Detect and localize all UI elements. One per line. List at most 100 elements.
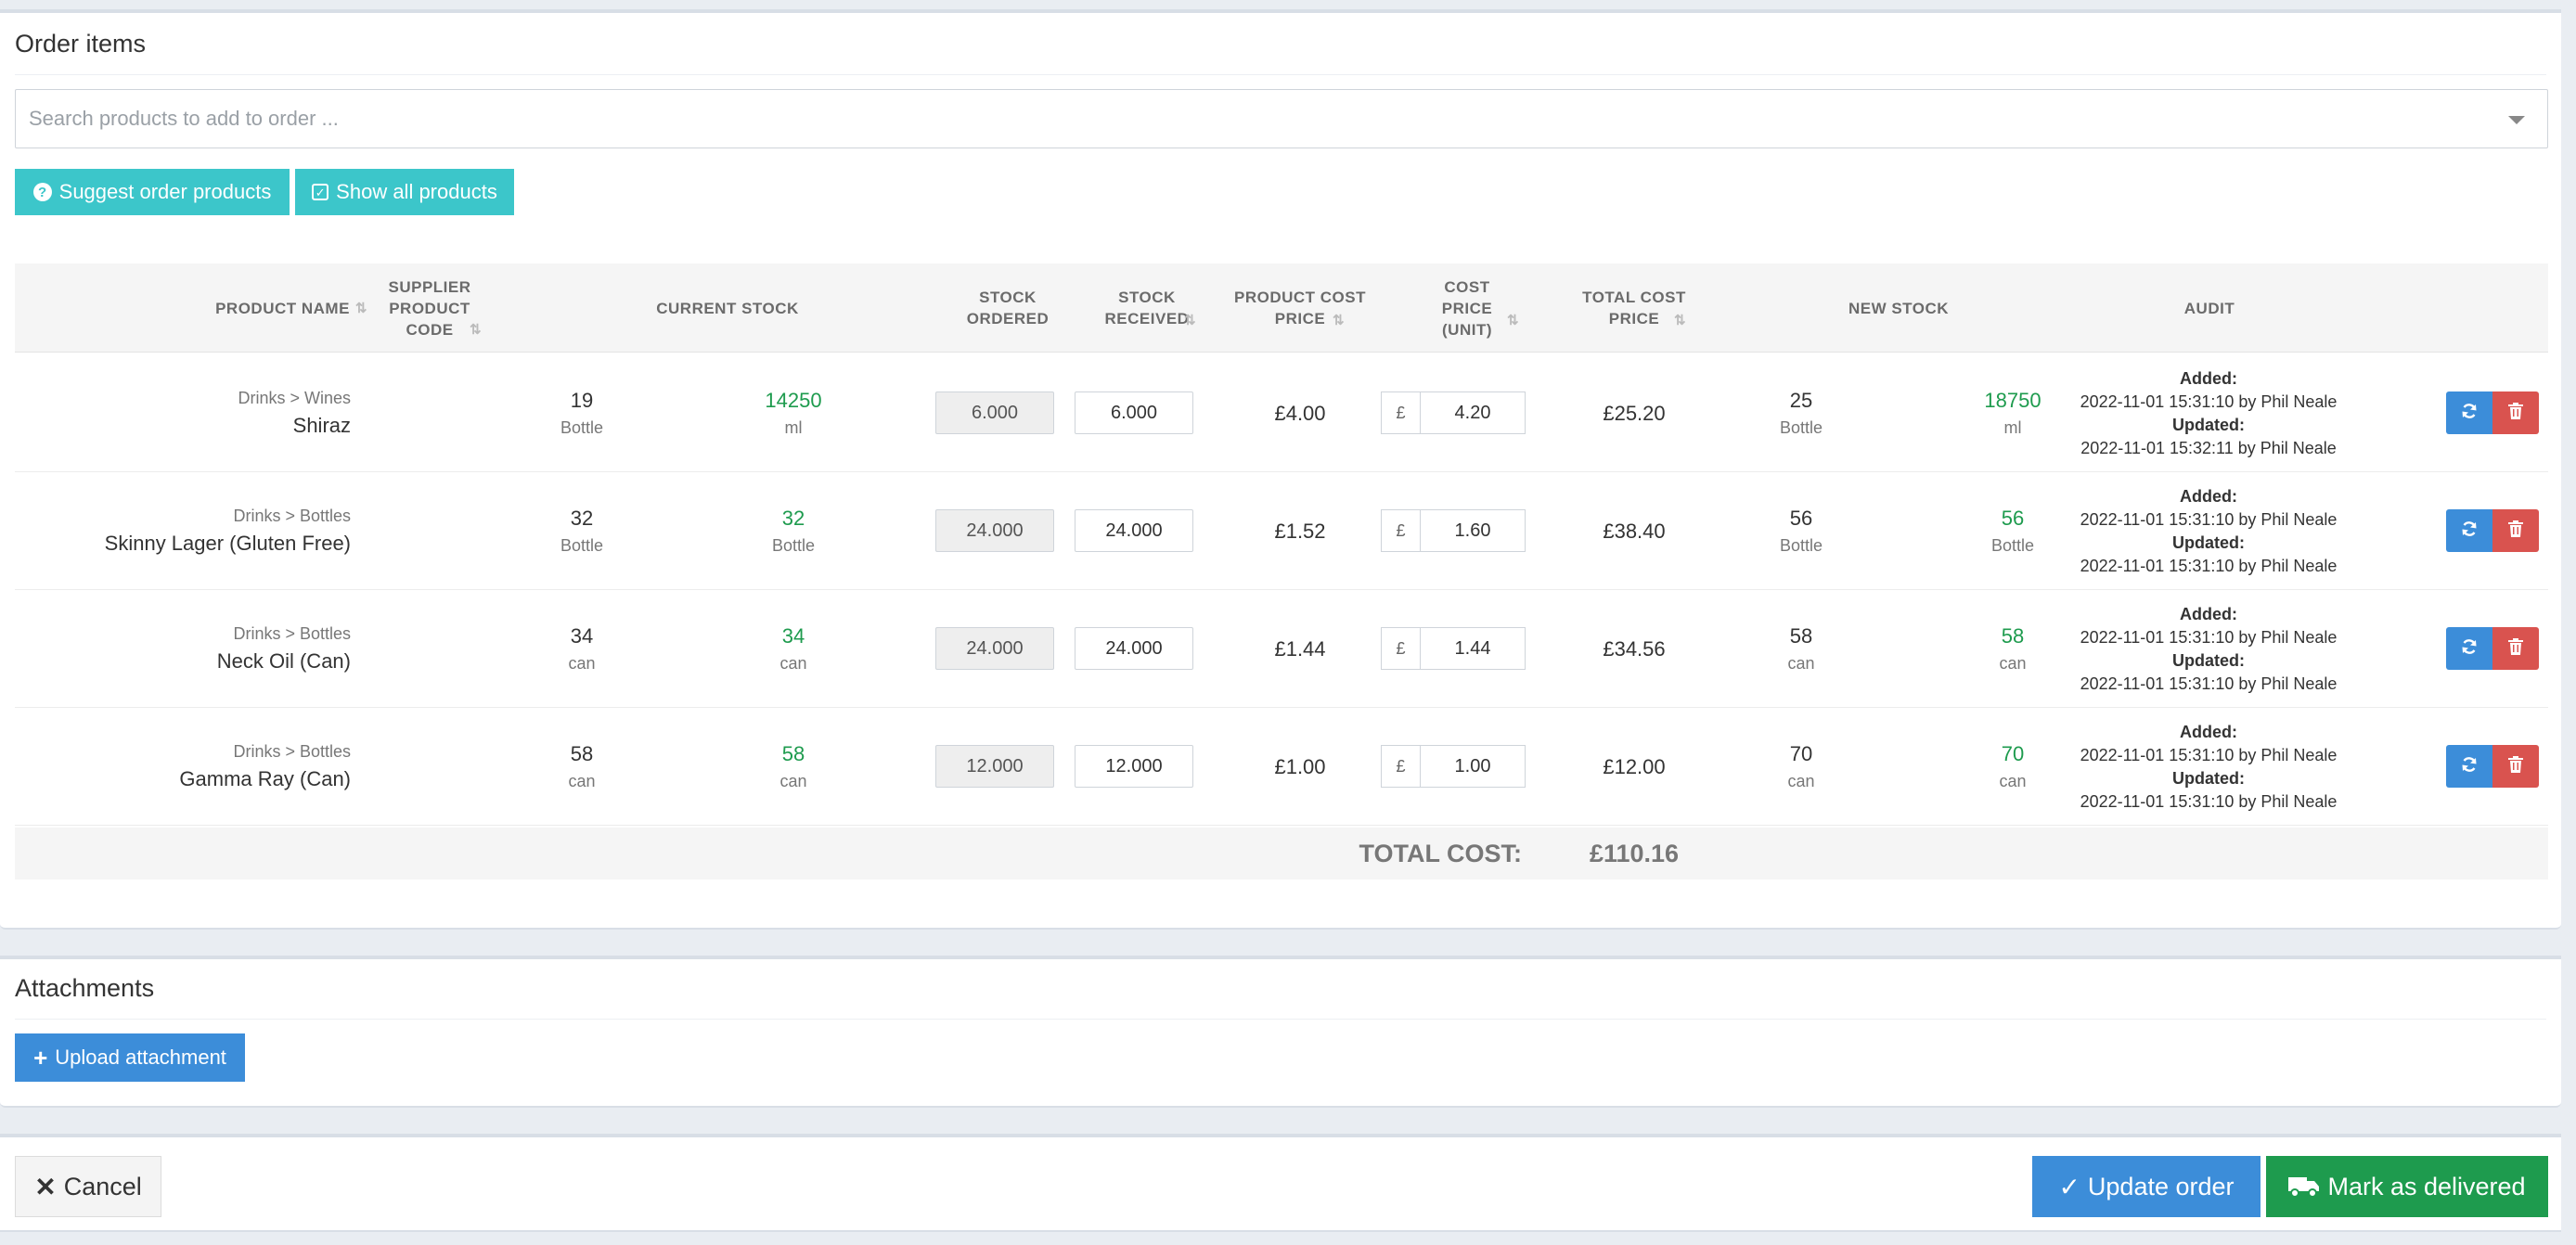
product-name-cell: Drinks > Bottles Skinny Lager (Gluten Fr… (15, 472, 351, 590)
new-stock-unit: Bottle (1779, 536, 1823, 555)
delete-row-button[interactable] (2492, 391, 2539, 434)
delete-row-button[interactable] (2492, 509, 2539, 552)
new-stock-qty: 58 (1789, 624, 1813, 648)
actions-panel: ✕ Cancel ✓ Update order Mark as delivere… (0, 1134, 2561, 1232)
audit-added: 2022-11-01 15:31:10 by Phil Neale (2080, 627, 2338, 647)
sort-icon[interactable]: ⇅ (470, 322, 483, 338)
stock-received-input[interactable] (1075, 745, 1193, 788)
new-stock-alt-qty: 58 (2001, 624, 2025, 648)
sort-icon[interactable]: ⇅ (354, 300, 367, 316)
cancel-button[interactable]: ✕ Cancel (15, 1156, 161, 1217)
audit-updated-label: Updated: (2172, 415, 2245, 434)
current-stock-alt-qty: 58 (781, 742, 805, 765)
refresh-row-button[interactable] (2446, 627, 2492, 670)
audit-added: 2022-11-01 15:31:10 by Phil Neale (2080, 509, 2338, 529)
new-stock-qty: 25 (1789, 389, 1813, 412)
current-stock-alt-cell: 34 can (733, 590, 854, 708)
stock-ordered-field (935, 391, 1054, 434)
table-header: PRODUCT NAME ⇅ SUPPLIER PRODUCT CODE ⇅ CUR… (15, 263, 2548, 353)
col-product-cost-price[interactable]: PRODUCT COST PRICE ⇅ (1212, 263, 1388, 353)
product-name-cell: Drinks > Wines Shiraz (15, 354, 351, 472)
trash-icon (2508, 637, 2523, 660)
audit-cell: Added: 2022-11-01 15:31:10 by Phil Neale… (2069, 708, 2348, 826)
sort-icon[interactable]: ⇅ (1674, 313, 1687, 328)
current-stock-alt-unit: can (779, 654, 807, 673)
audit-updated-label: Updated: (2172, 650, 2245, 670)
unit-cost-input[interactable] (1420, 509, 1526, 552)
attachments-title: Attachments (15, 974, 155, 1002)
col-cost-price-unit[interactable]: COST PRICE (UNIT) ⇅ (1441, 277, 1520, 339)
new-stock-unit: Bottle (1779, 418, 1823, 437)
check-icon: ✓ (2058, 1172, 2080, 1201)
audit-updated: 2022-11-01 15:31:10 by Phil Neale (2080, 791, 2338, 811)
search-input[interactable] (16, 90, 2547, 148)
current-stock-alt-cell: 14250 ml (733, 354, 854, 472)
new-stock-cell: 58 can (1741, 590, 1861, 708)
audit-updated: 2022-11-01 15:31:10 by Phil Neale (2080, 556, 2338, 575)
current-stock-alt-unit: ml (784, 418, 803, 437)
stock-received-input[interactable] (1075, 391, 1193, 434)
col-current-stock: CURRENT STOCK (656, 299, 799, 317)
stock-received-input[interactable] (1075, 627, 1193, 670)
refresh-row-button[interactable] (2446, 745, 2492, 788)
show-all-products-button[interactable]: ✓ Show all products (295, 169, 514, 215)
col-stock-ordered: STOCK ORDERED (966, 289, 1050, 327)
stock-ordered-field (935, 745, 1054, 788)
delete-row-button[interactable] (2492, 745, 2539, 788)
sort-icon[interactable]: ⇅ (1184, 313, 1197, 328)
product-name: Skinny Lager (Gluten Free) (104, 532, 351, 555)
divider (15, 1019, 2546, 1020)
chevron-down-icon[interactable] (2508, 116, 2525, 124)
current-stock-alt-qty: 34 (781, 624, 805, 648)
current-stock-alt-cell: 58 can (733, 708, 854, 826)
mark-delivered-button[interactable]: Mark as delivered (2266, 1156, 2548, 1217)
product-name: Neck Oil (Can) (216, 649, 351, 673)
refresh-icon (2460, 402, 2479, 425)
trash-icon (2508, 520, 2523, 542)
product-cost-cell: £1.00 (1230, 708, 1370, 826)
sort-icon[interactable]: ⇅ (1333, 313, 1346, 328)
refresh-row-button[interactable] (2446, 509, 2492, 552)
delete-row-button[interactable] (2492, 627, 2539, 670)
current-stock-unit: can (568, 654, 596, 673)
col-product-name[interactable]: PRODUCT NAME ⇅ (215, 299, 367, 317)
audit-cell: Added: 2022-11-01 15:31:10 by Phil Neale… (2069, 472, 2348, 590)
total-cost-label: TOTAL COST: (1359, 839, 1523, 867)
cancel-label: Cancel (63, 1172, 142, 1200)
unit-cost-input[interactable] (1420, 745, 1526, 788)
suggest-products-button[interactable]: ? Suggest order products (15, 169, 290, 215)
total-cost-value: £110.16 (1589, 839, 1680, 867)
unit-cost-input[interactable] (1420, 391, 1526, 434)
total-cost-cell: £38.40 (1574, 472, 1694, 590)
unit-cost-input[interactable] (1420, 627, 1526, 670)
product-cost-price: £1.44 (1274, 636, 1326, 661)
product-search[interactable] (15, 89, 2548, 148)
total-row: TOTAL COST: £110.16 (15, 828, 2548, 879)
product-category: Drinks > Bottles (233, 624, 351, 643)
audit-cell: Added: 2022-11-01 15:31:10 by Phil Neale… (2069, 590, 2348, 708)
suggest-products-label: Suggest order products (58, 180, 272, 203)
audit-cell: Added: 2022-11-01 15:31:10 by Phil Neale… (2069, 354, 2348, 472)
stock-received-input[interactable] (1075, 509, 1193, 552)
new-stock-alt-cell: 58 can (1952, 590, 2073, 708)
truck-icon (2288, 1175, 2320, 1198)
total-cost-cell: £12.00 (1574, 708, 1694, 826)
refresh-row-button[interactable] (2446, 391, 2492, 434)
refresh-icon (2460, 755, 2479, 778)
new-stock-alt-qty: 70 (2001, 742, 2025, 765)
new-stock-alt-unit: ml (2003, 418, 2022, 437)
col-total-cost-price[interactable]: TOTAL COST PRICE ⇅ (1555, 263, 1713, 353)
current-stock-alt-unit: Bottle (771, 536, 816, 555)
col-supplier-code[interactable]: SUPPLIER PRODUCT CODE ⇅ (369, 263, 490, 353)
total-cost-cell: £34.56 (1574, 590, 1694, 708)
new-stock-qty: 56 (1789, 507, 1813, 530)
new-stock-alt-qty: 18750 (1984, 389, 2041, 412)
stock-ordered-field (935, 627, 1054, 670)
upload-attachment-button[interactable]: + Upload attachment (15, 1033, 245, 1082)
col-stock-received[interactable]: STOCK RECEIVED ⇅ (1082, 263, 1212, 353)
sort-icon[interactable]: ⇅ (1507, 313, 1520, 328)
new-stock-alt-unit: Bottle (1990, 536, 2035, 555)
table-row: Drinks > Bottles Skinny Lager (Gluten Fr… (15, 472, 2548, 590)
question-circle-icon: ? (32, 183, 52, 201)
update-order-button[interactable]: ✓ Update order (2032, 1156, 2260, 1217)
